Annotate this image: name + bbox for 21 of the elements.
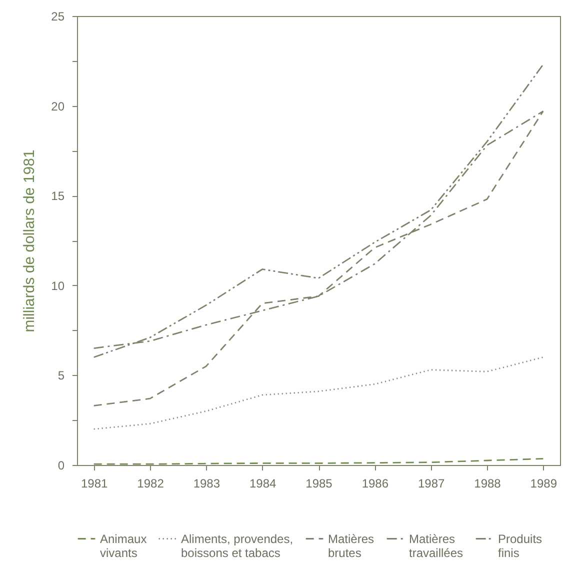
legend-label: Aliments, provendes, boissons et tabacs: [181, 532, 294, 560]
y-tick-label: 0: [58, 458, 65, 472]
y-axis-title: milliards de dollars de 1981: [21, 150, 38, 332]
x-tick-label: 1989: [530, 476, 558, 490]
legend-label: Matières brutes: [328, 532, 374, 560]
x-tick-label: 1983: [193, 476, 220, 490]
x-tick-label: 1988: [474, 476, 502, 490]
legend-label: Matières travaillées: [409, 532, 464, 560]
y-tick-label: 15: [51, 189, 65, 204]
x-tick-label: 1982: [137, 476, 164, 490]
y-tick-label: 10: [51, 278, 65, 293]
x-tick-label: 1987: [418, 476, 445, 490]
legend-label: Animaux vivants: [100, 532, 147, 560]
x-tick-label: 1981: [80, 476, 108, 490]
legend-label: Produits finis: [498, 532, 542, 560]
y-tick-label: 5: [58, 368, 65, 383]
y-tick-label: 25: [51, 10, 65, 24]
y-tick-label: 20: [51, 99, 65, 114]
x-tick-label: 1986: [362, 476, 389, 490]
x-tick-label: 1985: [306, 476, 333, 490]
x-tick-label: 1984: [249, 476, 277, 490]
